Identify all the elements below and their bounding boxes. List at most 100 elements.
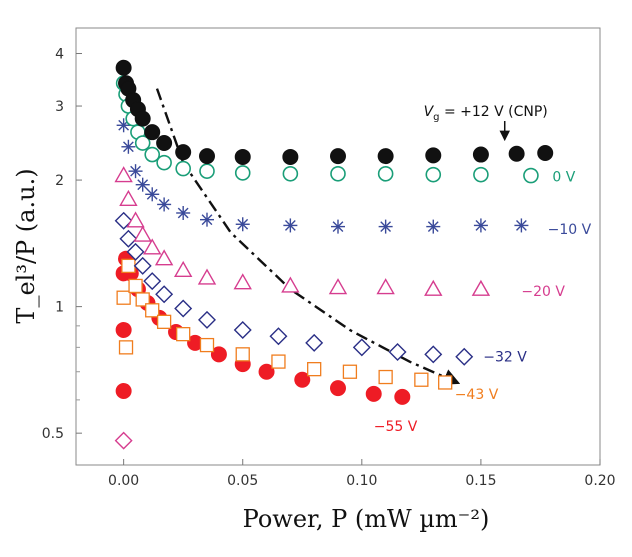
series-0v-point (473, 166, 489, 183)
asterisk-stroke (146, 188, 158, 200)
asterisk-stroke (237, 218, 249, 230)
series-43v-point (145, 303, 160, 318)
series-0v-point (330, 165, 346, 182)
series-43v-point (342, 364, 358, 379)
series-32v-point (424, 345, 443, 364)
series-20v-point (114, 166, 133, 183)
series-label: Vg = +12 V (CNP) (424, 104, 548, 123)
series-10v-point (514, 218, 529, 233)
series-43v-point (378, 369, 393, 385)
series-12vcnp-point (425, 147, 442, 164)
series-12vcnp-point (115, 59, 132, 76)
series-12vcnp-point (175, 144, 192, 161)
series-10v-point (157, 197, 172, 212)
series-12vcnp-point (234, 148, 251, 165)
series-10v-point (145, 187, 160, 202)
series-20v-point (154, 249, 174, 266)
y-tick-label: 0.5 (42, 426, 64, 442)
series-32v-point (352, 338, 371, 357)
series-20v-point (376, 278, 395, 295)
series-12vcnp-point (156, 135, 173, 152)
asterisk-stroke (177, 207, 189, 219)
series-20v-point (133, 225, 152, 242)
series-10v-point (426, 219, 441, 234)
x-axis-label: Power, P (mW µm⁻²) (243, 505, 490, 533)
series-32v-point (133, 256, 152, 275)
series-32v-point (114, 211, 133, 230)
series-43v-point (118, 340, 134, 355)
series-32v-point (198, 310, 216, 329)
series-32v-point (269, 327, 288, 346)
series-20v-point (197, 268, 217, 285)
y-tick-label: 2 (55, 173, 64, 189)
asterisk-stroke (427, 221, 439, 232)
series-20v-point (173, 260, 193, 278)
series-32v-point (388, 342, 407, 361)
series-12vcnp-point (377, 148, 394, 165)
extra-point (114, 431, 133, 450)
series-32v-point (174, 299, 193, 318)
series-label: −32 V (483, 350, 527, 366)
series-12vcnp-point (144, 124, 161, 141)
series-20v-point (233, 273, 252, 290)
series-43v-point (414, 372, 429, 387)
y-tick-label: 4 (55, 47, 64, 63)
series-43v-point (128, 278, 143, 294)
series-43v-point (235, 347, 250, 362)
series-0v-point (199, 163, 215, 179)
series-43v-point (271, 354, 286, 369)
asterisk-stroke (332, 221, 344, 232)
y-tick-label: 1 (55, 300, 64, 316)
series-43v-point (116, 290, 131, 305)
x-tick-label: 0.05 (227, 473, 258, 489)
series-0v-point (134, 135, 151, 151)
series-0v-point (156, 154, 172, 171)
series-label: −20 V (521, 284, 565, 300)
series-12vcnp-point (508, 145, 525, 162)
series-12vcnp-point (537, 144, 554, 161)
x-tick-label: 0.15 (465, 473, 496, 489)
series-10v-point (121, 139, 136, 154)
series-label: 0 V (552, 169, 575, 185)
series-10v-point (283, 218, 298, 233)
series-20v-point (143, 238, 162, 255)
series-55v-point (294, 371, 311, 388)
series-32v-point (305, 333, 324, 352)
series-20v-point (281, 276, 300, 293)
asterisk-stroke (380, 221, 392, 232)
series-43v-point (156, 314, 172, 329)
series-55v-point (210, 346, 227, 363)
series-10v-point (235, 217, 250, 232)
series-12vcnp-point (134, 110, 151, 127)
series-0v-point (234, 165, 251, 181)
series-0v-point (175, 160, 191, 177)
series-20v-point (126, 211, 145, 228)
x-tick-label: 0.00 (108, 473, 139, 489)
series-32v-point (119, 229, 138, 248)
series-label: −43 V (455, 387, 499, 403)
series-12vcnp-point (330, 148, 346, 165)
series-10v-point (200, 212, 214, 227)
series-0v-point (377, 165, 394, 182)
series-55v-point (115, 321, 132, 338)
series-32v-point (155, 285, 174, 304)
series-32v-point (455, 347, 474, 366)
series-32v-point (233, 320, 252, 339)
series-43v-point (199, 337, 215, 353)
series-20v-point (424, 279, 443, 296)
series-55v-point (394, 388, 411, 405)
asterisk-stroke (201, 214, 213, 226)
series-20v-point (328, 278, 348, 295)
series-55v-point (330, 380, 346, 397)
series-43v-point (121, 258, 136, 274)
asterisk-stroke (130, 165, 141, 177)
series-10v-point (473, 218, 488, 233)
series-labels: Vg = +12 V (CNP) 0 V −10 V −20 V −32 V −43 V −… (374, 104, 592, 435)
series-0v-point (144, 146, 161, 163)
series-10v-point (378, 219, 393, 234)
series-43v-point (176, 327, 191, 342)
series-0v-point (425, 166, 442, 183)
series-43v-point (135, 292, 150, 307)
series-0v-point (282, 165, 299, 182)
